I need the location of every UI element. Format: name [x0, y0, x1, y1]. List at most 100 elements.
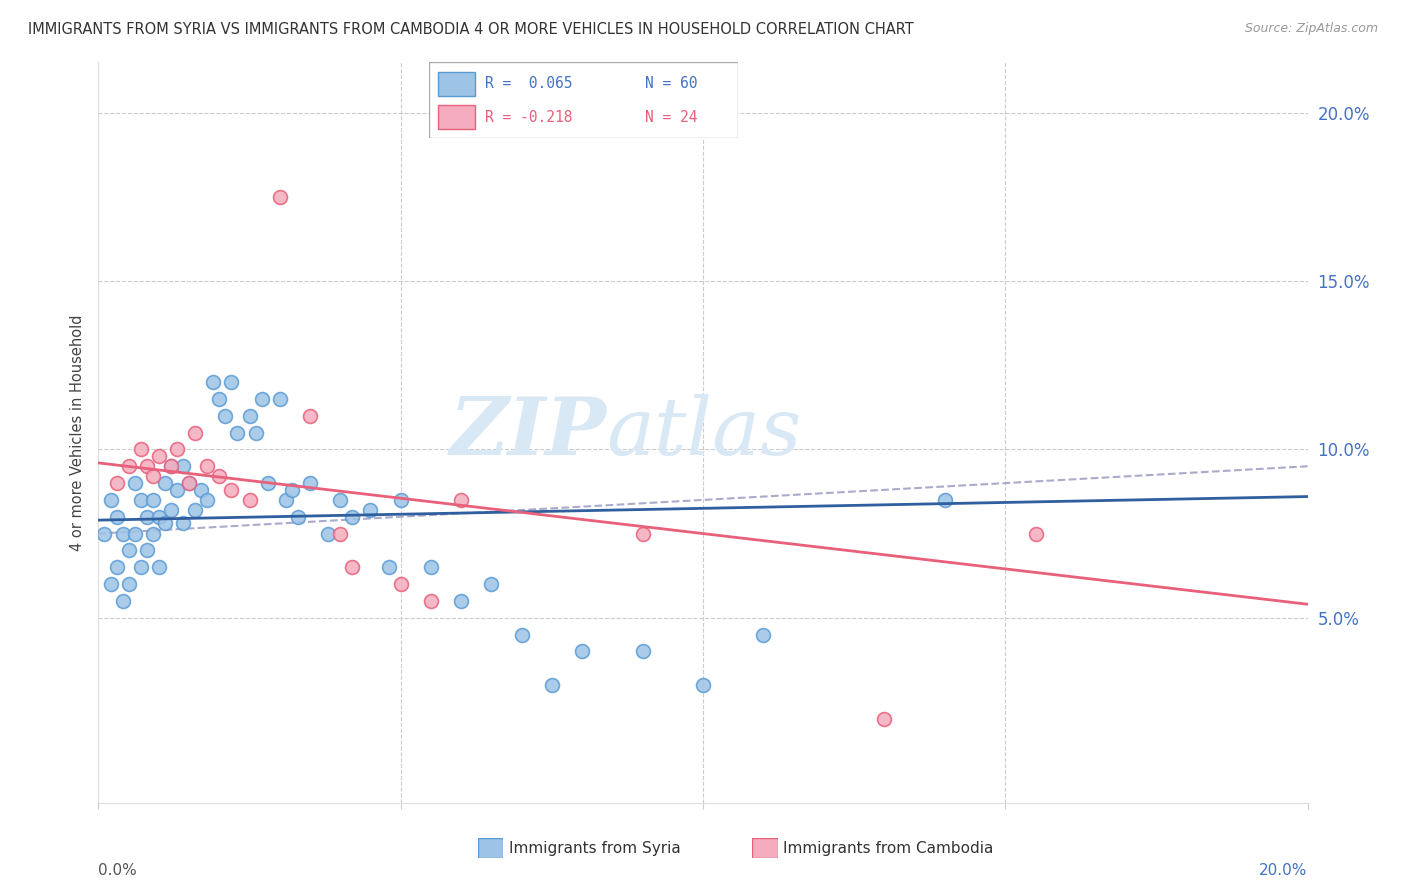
Point	[208, 392, 231, 406]
FancyBboxPatch shape	[429, 62, 738, 138]
Point	[450, 492, 472, 507]
Point	[377, 560, 399, 574]
Point	[166, 483, 188, 497]
Point	[111, 594, 134, 608]
Point	[118, 543, 141, 558]
Point	[269, 392, 291, 406]
Text: Immigrants from Cambodia: Immigrants from Cambodia	[783, 841, 994, 855]
Point	[105, 476, 128, 491]
Point	[142, 469, 165, 483]
Point	[540, 678, 562, 692]
Point	[631, 644, 654, 658]
Point	[420, 560, 443, 574]
Point	[342, 560, 364, 574]
Point	[195, 459, 218, 474]
Point	[160, 503, 183, 517]
Point	[195, 492, 218, 507]
Bar	[439, 71, 475, 95]
Point	[299, 409, 322, 423]
Point	[179, 476, 201, 491]
Point	[202, 375, 225, 389]
Point	[124, 526, 146, 541]
Point	[752, 627, 775, 641]
Point	[148, 509, 170, 524]
Point	[239, 492, 262, 507]
Text: IMMIGRANTS FROM SYRIA VS IMMIGRANTS FROM CAMBODIA 4 OR MORE VEHICLES IN HOUSEHOL: IMMIGRANTS FROM SYRIA VS IMMIGRANTS FROM…	[28, 22, 914, 37]
Point	[129, 492, 152, 507]
Text: R = -0.218: R = -0.218	[485, 110, 572, 125]
Bar	[439, 105, 475, 129]
Point	[172, 459, 194, 474]
Point	[172, 516, 194, 531]
Point	[1024, 526, 1046, 541]
Point	[111, 526, 134, 541]
Point	[148, 560, 170, 574]
Point	[481, 577, 503, 591]
Point	[105, 509, 128, 524]
Point	[129, 442, 152, 457]
Point	[118, 577, 141, 591]
Point	[360, 503, 382, 517]
Point	[692, 678, 714, 692]
Point	[631, 526, 654, 541]
Point	[245, 425, 267, 440]
Point	[329, 492, 352, 507]
Point	[269, 190, 291, 204]
Point	[208, 469, 231, 483]
Point	[160, 459, 183, 474]
Point	[105, 560, 128, 574]
Point	[287, 509, 309, 524]
Text: 0.0%: 0.0%	[98, 863, 138, 879]
Point	[250, 392, 273, 406]
Text: ZIP: ZIP	[450, 394, 606, 471]
Point	[135, 543, 157, 558]
Point	[934, 492, 956, 507]
Point	[256, 476, 278, 491]
Text: atlas: atlas	[606, 394, 801, 471]
Point	[153, 516, 176, 531]
Point	[281, 483, 304, 497]
Point	[316, 526, 339, 541]
Point	[299, 476, 322, 491]
Text: Immigrants from Syria: Immigrants from Syria	[509, 841, 681, 855]
Point	[142, 492, 165, 507]
Point	[135, 459, 157, 474]
Point	[389, 577, 412, 591]
Point	[184, 425, 207, 440]
Point	[329, 526, 352, 541]
Point	[184, 503, 207, 517]
Point	[166, 442, 188, 457]
Point	[239, 409, 262, 423]
Point	[179, 476, 201, 491]
Point	[221, 375, 243, 389]
Point	[420, 594, 443, 608]
Point	[226, 425, 249, 440]
Text: R =  0.065: R = 0.065	[485, 76, 572, 91]
Text: 20.0%: 20.0%	[1260, 863, 1308, 879]
Point	[190, 483, 212, 497]
Point	[93, 526, 115, 541]
Point	[148, 449, 170, 463]
Y-axis label: 4 or more Vehicles in Household: 4 or more Vehicles in Household	[70, 314, 86, 551]
Point	[389, 492, 412, 507]
Point	[135, 509, 157, 524]
Point	[214, 409, 236, 423]
Point	[142, 526, 165, 541]
Point	[153, 476, 176, 491]
Text: N = 60: N = 60	[645, 76, 697, 91]
Point	[160, 459, 183, 474]
Point	[274, 492, 297, 507]
Point	[510, 627, 533, 641]
Point	[342, 509, 364, 524]
Point	[129, 560, 152, 574]
Text: Source: ZipAtlas.com: Source: ZipAtlas.com	[1244, 22, 1378, 36]
Point	[100, 492, 122, 507]
Point	[118, 459, 141, 474]
Point	[571, 644, 593, 658]
Point	[221, 483, 243, 497]
Point	[450, 594, 472, 608]
Text: N = 24: N = 24	[645, 110, 697, 125]
Point	[124, 476, 146, 491]
Point	[873, 712, 896, 726]
Point	[100, 577, 122, 591]
